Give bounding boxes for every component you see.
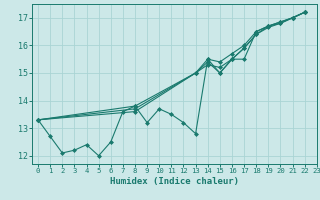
X-axis label: Humidex (Indice chaleur): Humidex (Indice chaleur) [110, 177, 239, 186]
